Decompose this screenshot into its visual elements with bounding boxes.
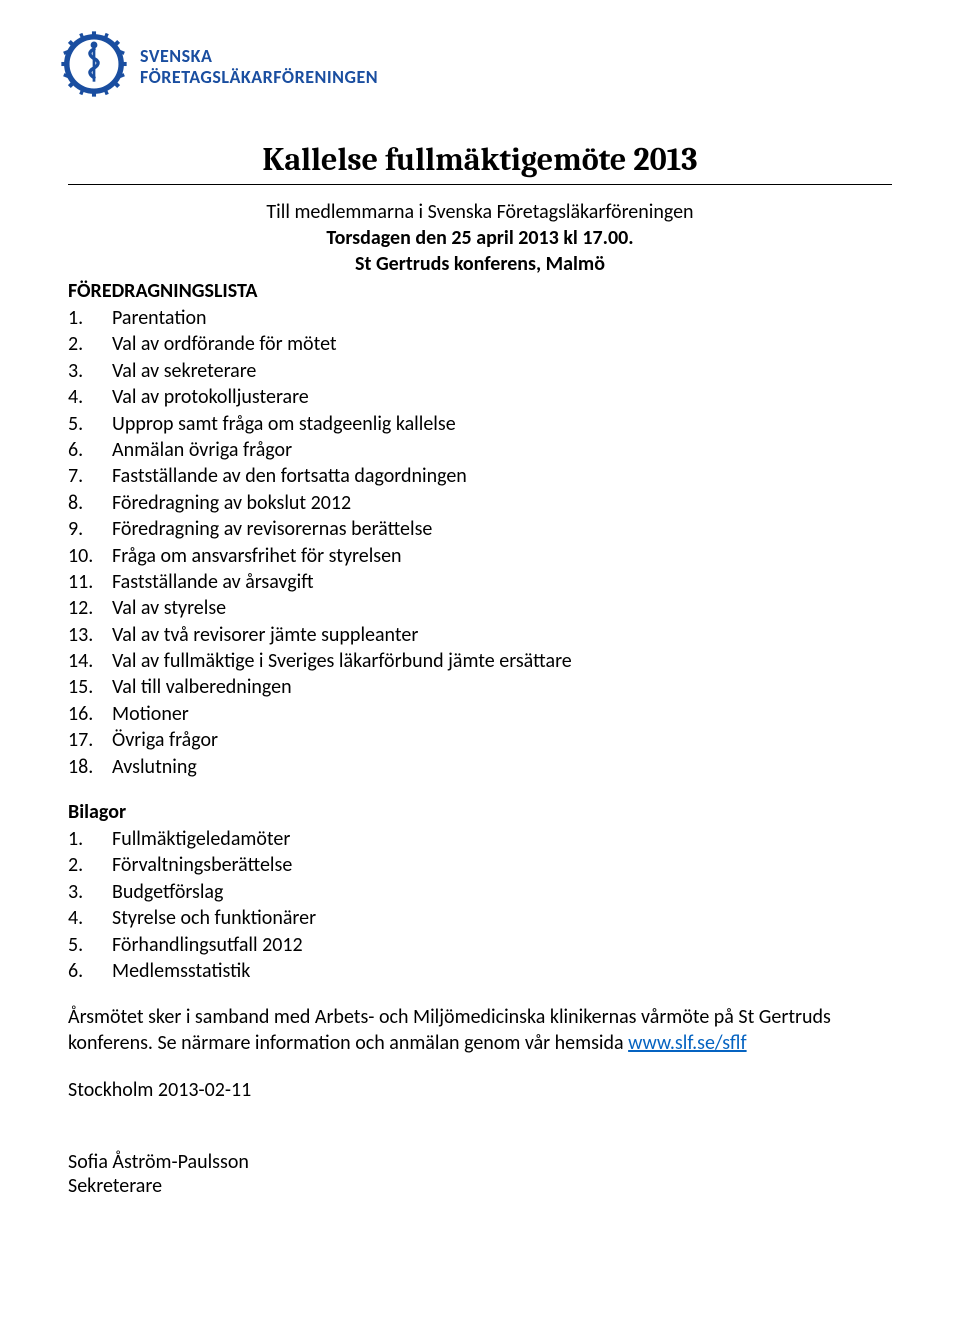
gear-caduceus-icon (60, 30, 128, 103)
agenda-heading: FÖREDRAGNINGSLISTA (68, 279, 892, 303)
list-text: Val av två revisorer jämte suppleanter (112, 622, 418, 648)
list-number: 7. (68, 463, 112, 489)
list-text: Föredragning av bokslut 2012 (112, 490, 351, 516)
list-text: Styrelse och funktionärer (112, 905, 316, 931)
list-number: 13. (68, 622, 112, 648)
agenda-item: 3.Val av sekreterare (68, 358, 892, 384)
website-link[interactable]: www.slf.se/sflf (628, 1031, 747, 1055)
list-number: 1. (68, 826, 112, 852)
list-number: 3. (68, 358, 112, 384)
list-text: Fråga om ansvarsfrihet för styrelsen (112, 543, 402, 569)
agenda-item: 18.Avslutning (68, 754, 892, 780)
date-line: Stockholm 2013-02-11 (68, 1078, 892, 1102)
list-text: Val av protokolljusterare (112, 384, 309, 410)
list-number: 4. (68, 384, 112, 410)
list-number: 15. (68, 674, 112, 700)
org-name: SVENSKA FÖRETAGSLÄKARFÖRENINGEN (140, 46, 378, 87)
list-number: 5. (68, 411, 112, 437)
list-number: 18. (68, 754, 112, 780)
org-logo: SVENSKA FÖRETAGSLÄKARFÖRENINGEN (60, 30, 892, 103)
list-number: 1. (68, 305, 112, 331)
list-number: 10. (68, 543, 112, 569)
list-number: 6. (68, 437, 112, 463)
agenda-item: 5.Upprop samt fråga om stadgeenlig kalle… (68, 411, 892, 437)
list-text: Val av styrelse (112, 595, 226, 621)
list-number: 16. (68, 701, 112, 727)
list-text: Fullmäktigeledamöter (112, 826, 290, 852)
agenda-item: 17.Övriga frågor (68, 727, 892, 753)
attachments-list: 1.Fullmäktigeledamöter2.Förvaltningsberä… (68, 826, 892, 984)
list-text: Val av fullmäktige i Sveriges läkarförbu… (112, 648, 572, 674)
attachment-item: 5.Förhandlingsutfall 2012 (68, 932, 892, 958)
list-text: Fastställande av årsavgift (112, 569, 314, 595)
agenda-item: 13.Val av två revisorer jämte suppleante… (68, 622, 892, 648)
list-text: Val av ordförande för mötet (112, 331, 337, 357)
agenda-item: 14.Val av fullmäktige i Sveriges läkarfö… (68, 648, 892, 674)
list-number: 3. (68, 879, 112, 905)
list-text: Föredragning av revisorernas berättelse (112, 516, 432, 542)
list-text: Upprop samt fråga om stadgeenlig kallels… (112, 411, 456, 437)
title-underline (68, 184, 892, 185)
list-text: Budgetförslag (112, 879, 223, 905)
list-number: 11. (68, 569, 112, 595)
org-name-line1: SVENSKA (140, 46, 378, 67)
agenda-item: 11.Fastställande av årsavgift (68, 569, 892, 595)
agenda-item: 12.Val av styrelse (68, 595, 892, 621)
list-number: 8. (68, 490, 112, 516)
list-number: 9. (68, 516, 112, 542)
list-number: 4. (68, 905, 112, 931)
list-text: Förhandlingsutfall 2012 (112, 932, 303, 958)
list-number: 2. (68, 852, 112, 878)
list-text: Val av sekreterare (112, 358, 256, 384)
agenda-item: 9.Föredragning av revisorernas berättels… (68, 516, 892, 542)
list-number: 5. (68, 932, 112, 958)
attachment-item: 1.Fullmäktigeledamöter (68, 826, 892, 852)
list-text: Avslutning (112, 754, 197, 780)
attachments-heading: Bilagor (68, 800, 892, 824)
agenda-item: 1.Parentation (68, 305, 892, 331)
agenda-item: 7.Fastställande av den fortsatta dagordn… (68, 463, 892, 489)
agenda-item: 4.Val av protokolljusterare (68, 384, 892, 410)
list-number: 12. (68, 595, 112, 621)
list-text: Förvaltningsberättelse (112, 852, 292, 878)
intro-line-1: Till medlemmarna i Svenska Företagsläkar… (68, 199, 892, 225)
attachment-item: 4.Styrelse och funktionärer (68, 905, 892, 931)
agenda-item: 16.Motioner (68, 701, 892, 727)
agenda-item: 15.Val till valberedningen (68, 674, 892, 700)
list-text: Fastställande av den fortsatta dagordnin… (112, 463, 467, 489)
attachment-item: 2.Förvaltningsberättelse (68, 852, 892, 878)
attachment-item: 3.Budgetförslag (68, 879, 892, 905)
agenda-item: 10.Fråga om ansvarsfrihet för styrelsen (68, 543, 892, 569)
org-name-line2: FÖRETAGSLÄKARFÖRENINGEN (140, 67, 378, 88)
intro-block: Till medlemmarna i Svenska Företagsläkar… (68, 199, 892, 277)
list-number: 14. (68, 648, 112, 674)
agenda-item: 2.Val av ordförande för mötet (68, 331, 892, 357)
agenda-item: 8.Föredragning av bokslut 2012 (68, 490, 892, 516)
agenda-list: 1.Parentation2.Val av ordförande för möt… (68, 305, 892, 780)
list-text: Parentation (112, 305, 207, 331)
list-text: Medlemsstatistik (112, 958, 250, 984)
document-title: Kallelse fullmäktigemöte 2013 (68, 141, 892, 178)
intro-line-2: Torsdagen den 25 april 2013 kl 17.00. (68, 225, 892, 251)
signature-role: Sekreterare (68, 1174, 892, 1198)
intro-line-3: St Gertruds konferens, Malmö (68, 251, 892, 277)
signature-name: Sofia Åström-Paulsson (68, 1150, 892, 1174)
list-number: 2. (68, 331, 112, 357)
document-page: SVENSKA FÖRETAGSLÄKARFÖRENINGEN Kallelse… (0, 0, 960, 1238)
list-number: 6. (68, 958, 112, 984)
list-text: Övriga frågor (112, 727, 218, 753)
list-number: 17. (68, 727, 112, 753)
agenda-item: 6.Anmälan övriga frågor (68, 437, 892, 463)
list-text: Anmälan övriga frågor (112, 437, 292, 463)
list-text: Val till valberedningen (112, 674, 292, 700)
list-text: Motioner (112, 701, 189, 727)
attachment-item: 6.Medlemsstatistik (68, 958, 892, 984)
info-paragraph: Årsmötet sker i samband med Arbets- och … (68, 1004, 892, 1056)
